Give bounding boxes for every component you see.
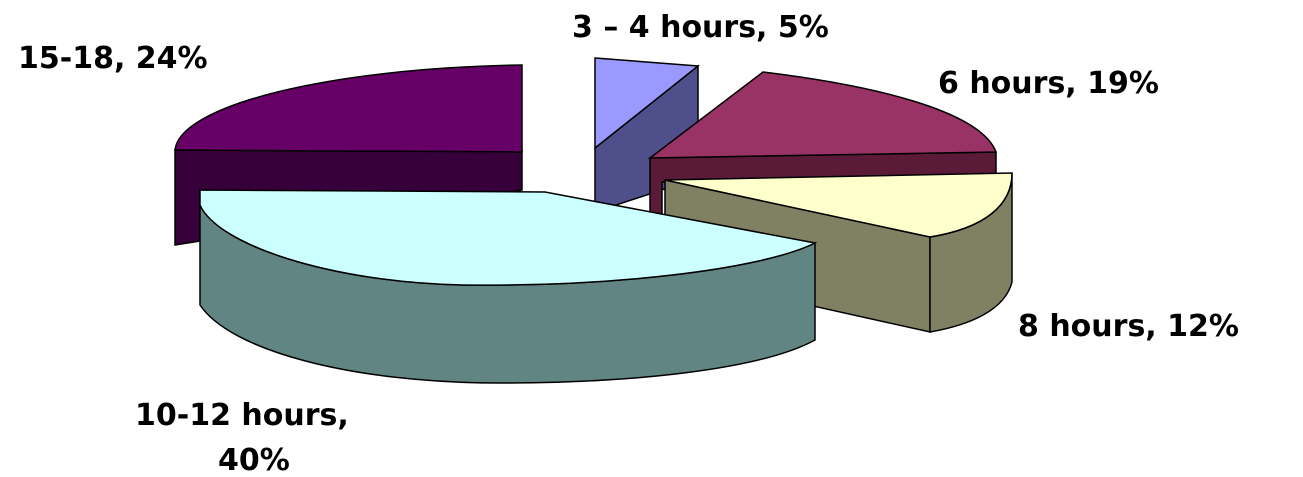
label-15-18: 15-18, 24% [18, 41, 208, 76]
label-8-hours: 8 hours, 12% [1018, 309, 1239, 344]
label-3-4-hours: 3 – 4 hours, 5% [572, 10, 829, 45]
label-10-12-hours-line2: 40% [218, 443, 290, 477]
pie-slice-15-18-top [174, 64, 523, 153]
label-6-hours: 6 hours, 19% [938, 66, 1159, 101]
pie-slice-8-hours-top [664, 172, 1013, 238]
pie-slice-10-12-hours [199, 189, 818, 384]
pie-slice-10-12-hours-top [199, 189, 818, 286]
pie-slice-3-4-hours-top [594, 57, 700, 150]
pie-slice-6-hours-top [647, 71, 998, 159]
pie-slice-6-hours [647, 71, 998, 215]
label-10-12-hours-line1: 10-12 hours, [135, 398, 349, 433]
